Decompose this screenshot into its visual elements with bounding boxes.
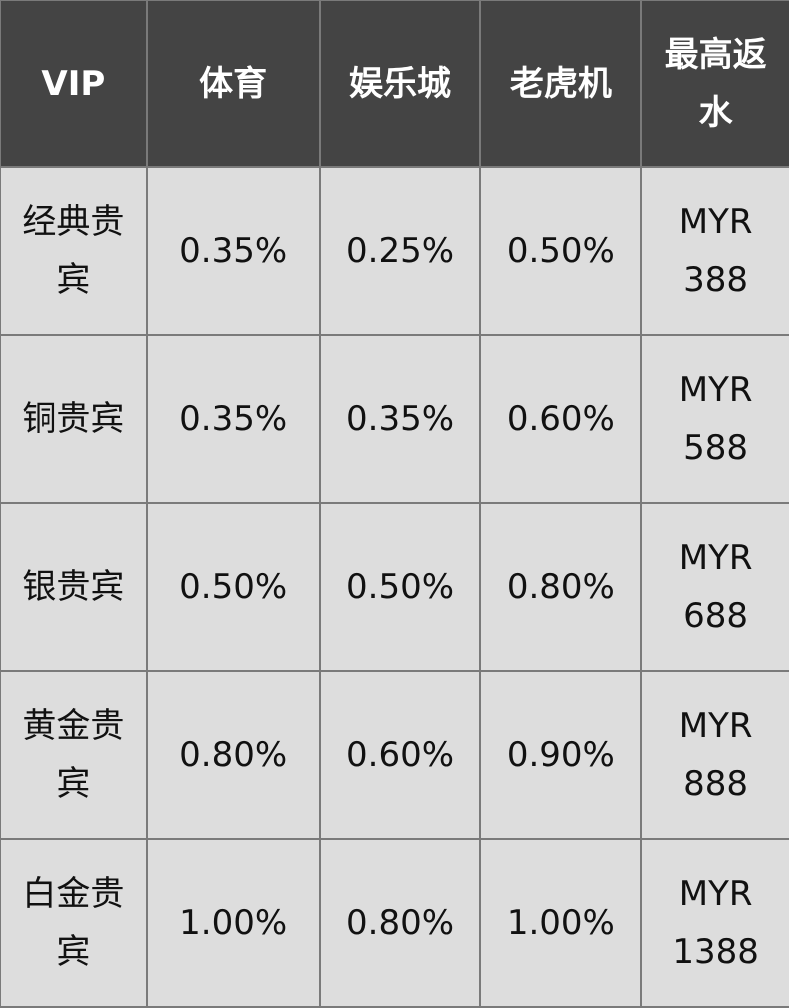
table-cell: 0.35%: [320, 336, 480, 502]
vip-level-cell: 铜贵宾: [1, 336, 146, 502]
table-cell: MYR 888: [642, 672, 789, 838]
column-header: 娱乐城: [320, 1, 480, 166]
table-row: 铜贵宾 0.35% 0.35% 0.60% MYR 588: [1, 336, 789, 502]
table-cell: MYR 688: [642, 504, 789, 670]
table-cell: MYR 388: [642, 168, 789, 334]
column-header: VIP: [1, 1, 146, 166]
table-cell: 0.90%: [481, 672, 641, 838]
table-row: 银贵宾 0.50% 0.50% 0.80% MYR 688: [1, 504, 789, 670]
table-cell: 0.80%: [147, 672, 319, 838]
table-cell: 0.60%: [320, 672, 480, 838]
column-header: 体育: [147, 1, 319, 166]
table-cell: 0.80%: [481, 504, 641, 670]
table-cell: 0.60%: [481, 336, 641, 502]
table-cell: 0.35%: [147, 336, 319, 502]
table-row: 黄金贵宾 0.80% 0.60% 0.90% MYR 888: [1, 672, 789, 838]
column-header: 最高返水: [642, 1, 789, 166]
vip-level-cell: 白金贵宾: [1, 840, 146, 1006]
table-cell: 1.00%: [147, 840, 319, 1006]
table-cell: 0.80%: [320, 840, 480, 1006]
table-cell: MYR 1388: [642, 840, 789, 1006]
vip-level-cell: 经典贵宾: [1, 168, 146, 334]
table-cell: 0.50%: [481, 168, 641, 334]
table-row: 白金贵宾 1.00% 0.80% 1.00% MYR 1388: [1, 840, 789, 1006]
table-cell: 0.35%: [147, 168, 319, 334]
table-cell: 0.25%: [320, 168, 480, 334]
table-cell: 0.50%: [320, 504, 480, 670]
column-header: 老虎机: [481, 1, 641, 166]
table-cell: 0.50%: [147, 504, 319, 670]
table-cell: MYR 588: [642, 336, 789, 502]
table-cell: 1.00%: [481, 840, 641, 1006]
table-row: 经典贵宾 0.35% 0.25% 0.50% MYR 388: [1, 168, 789, 334]
header-row: VIP 体育 娱乐城 老虎机 最高返水: [1, 1, 789, 166]
vip-level-cell: 黄金贵宾: [1, 672, 146, 838]
vip-level-cell: 银贵宾: [1, 504, 146, 670]
